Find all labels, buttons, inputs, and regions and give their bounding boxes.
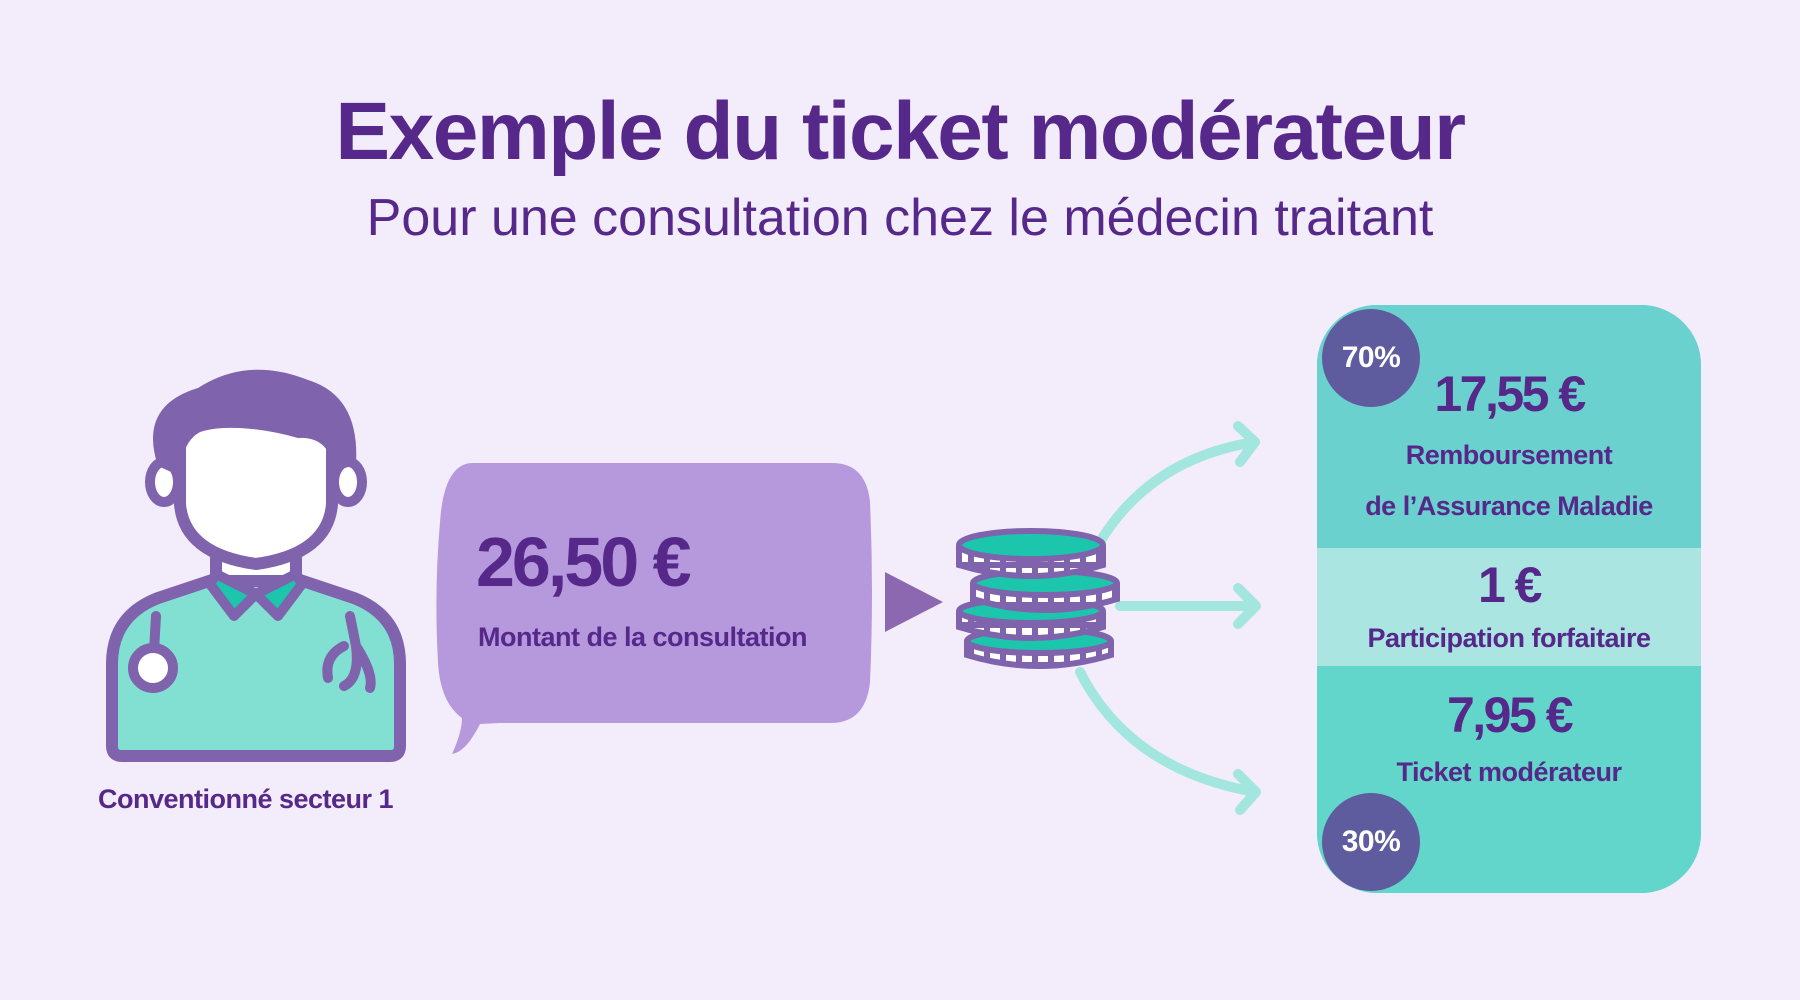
percent-badge-30: 30% — [1322, 793, 1420, 891]
reimbursement-amount: 17,55 € — [1434, 366, 1586, 422]
doctor-label: Conventionné secteur 1 — [98, 784, 394, 814]
doctor-icon — [106, 369, 406, 762]
branch-arrows — [1075, 421, 1261, 815]
reimbursement-label-line1: Remboursement — [1405, 440, 1613, 470]
consultation-amount: 26,50 € — [476, 523, 692, 601]
ticket-label: Ticket modérateur — [1396, 757, 1622, 787]
page-subtitle: Pour une consultation chez le médecin tr… — [366, 189, 1434, 247]
segment-participation: 1 € Participation forfaitaire — [1317, 548, 1701, 666]
participation-amount: 1 € — [1477, 557, 1543, 613]
speech-bubble-shape — [436, 463, 872, 754]
reimbursement-label-line2: de l’Assurance Maladie — [1365, 491, 1653, 521]
page-title: Exemple du ticket modérateur — [335, 86, 1466, 177]
arrow-down-right-icon — [1075, 667, 1260, 797]
coin-stack-icon — [956, 528, 1120, 669]
consultation-label: Montant de la consultation — [478, 622, 808, 652]
percent-badge-70: 70% — [1322, 309, 1420, 407]
play-triangle-icon — [885, 572, 943, 632]
participation-label: Participation forfaitaire — [1367, 623, 1651, 653]
ticket-amount: 7,95 € — [1446, 687, 1574, 743]
arrow-up-right-icon — [1085, 437, 1260, 565]
